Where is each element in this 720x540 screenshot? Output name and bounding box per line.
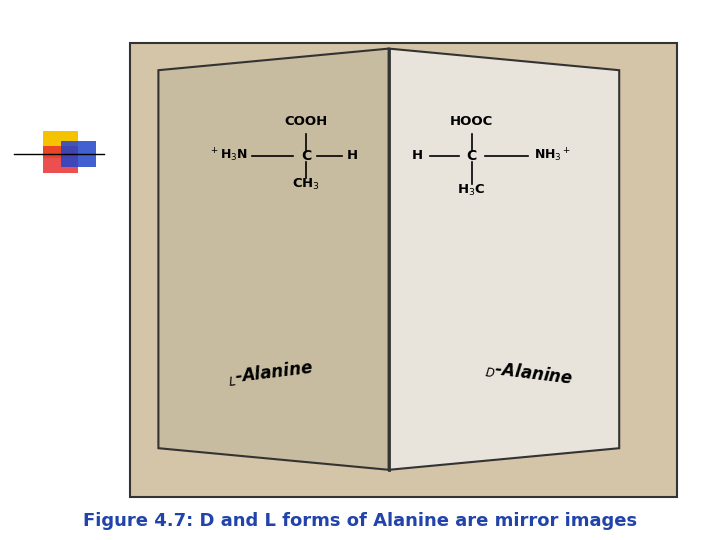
Polygon shape xyxy=(158,49,389,470)
Text: Figure 4.7: D and L forms of Alanine are mirror images: Figure 4.7: D and L forms of Alanine are… xyxy=(83,512,637,530)
Text: $_L$-Alanine: $_L$-Alanine xyxy=(226,357,314,388)
Text: NH$_3$$^+$: NH$_3$$^+$ xyxy=(534,147,571,164)
Text: CH$_3$: CH$_3$ xyxy=(292,177,320,192)
Bar xyxy=(43,146,78,173)
Text: H: H xyxy=(347,149,359,162)
Bar xyxy=(43,131,78,158)
Text: $_D$-Alanine: $_D$-Alanine xyxy=(484,357,575,388)
Text: C: C xyxy=(301,148,311,163)
Polygon shape xyxy=(389,49,619,470)
Text: H: H xyxy=(412,149,423,162)
FancyBboxPatch shape xyxy=(130,43,677,497)
Text: $^+$H$_3$N: $^+$H$_3$N xyxy=(209,147,248,164)
Text: COOH: COOH xyxy=(284,115,328,128)
Text: C: C xyxy=(467,148,477,163)
Text: H$_3$C: H$_3$C xyxy=(457,183,486,198)
Bar xyxy=(60,140,96,167)
Text: HOOC: HOOC xyxy=(450,115,493,128)
